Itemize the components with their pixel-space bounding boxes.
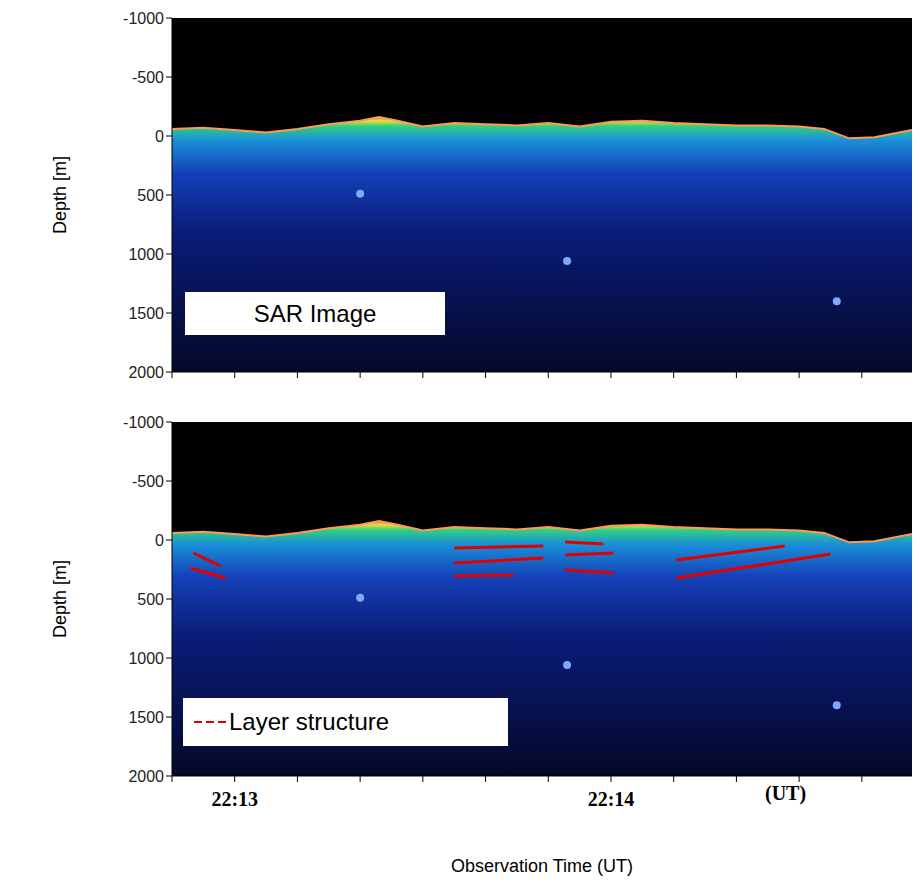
- svg-text:500: 500: [137, 187, 164, 204]
- svg-text:-500: -500: [132, 473, 164, 490]
- svg-text:Depth [m]: Depth [m]: [50, 560, 70, 638]
- svg-text:-500: -500: [132, 69, 164, 86]
- html-text:SAR Image: SAR Image: [253, 299, 377, 327]
- svg-text:22:14: 22:14: [588, 788, 635, 810]
- html-text:(UT): (UT): [765, 782, 807, 804]
- svg-text:Observation Time (UT): Observation Time (UT): [451, 856, 633, 876]
- svg-text:0: 0: [155, 128, 164, 145]
- svg-text:1500: 1500: [128, 305, 164, 322]
- svg-text:2000: 2000: [128, 768, 164, 785]
- svg-text:22:13: 22:13: [211, 788, 258, 810]
- svg-text:500: 500: [137, 591, 164, 608]
- svg-text:-1000: -1000: [123, 10, 164, 27]
- svg-text:2000: 2000: [128, 364, 164, 381]
- svg-text:0: 0: [155, 532, 164, 549]
- html-text:Layer structure: Layer structure: [229, 708, 390, 735]
- svg-text:1000: 1000: [128, 650, 164, 667]
- svg-text:-1000: -1000: [123, 414, 164, 431]
- svg-text:Depth [m]: Depth [m]: [50, 156, 70, 234]
- svg-text:1000: 1000: [128, 246, 164, 263]
- svg-text:1500: 1500: [128, 709, 164, 726]
